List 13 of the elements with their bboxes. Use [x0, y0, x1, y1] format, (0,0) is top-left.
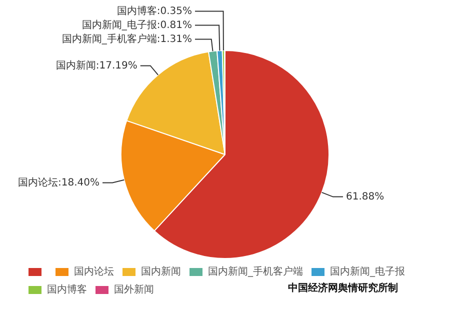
data-label: 61.88%	[346, 191, 384, 202]
data-label: 国内博客:0.35%	[116, 4, 192, 17]
text: 中国经济网舆情研究所制	[288, 281, 398, 295]
legend-label: 国内博客	[47, 284, 87, 296]
data-label: 国内论坛:18.40%	[18, 176, 100, 188]
data-label: 国内新闻_手机客户端:1.31%	[62, 32, 192, 45]
legend-label: 国内新闻	[141, 266, 181, 278]
legend-label: 国内论坛	[74, 266, 114, 278]
data-label: 国内新闻_电子报:0.81%	[82, 18, 192, 31]
legend-label: 国内新闻_手机客户端	[208, 266, 303, 278]
data-label: 国内新闻:17.19%	[56, 59, 138, 72]
legend-label: 国内新闻_电子报	[330, 266, 405, 278]
legend-label: 国外新闻	[114, 284, 154, 296]
